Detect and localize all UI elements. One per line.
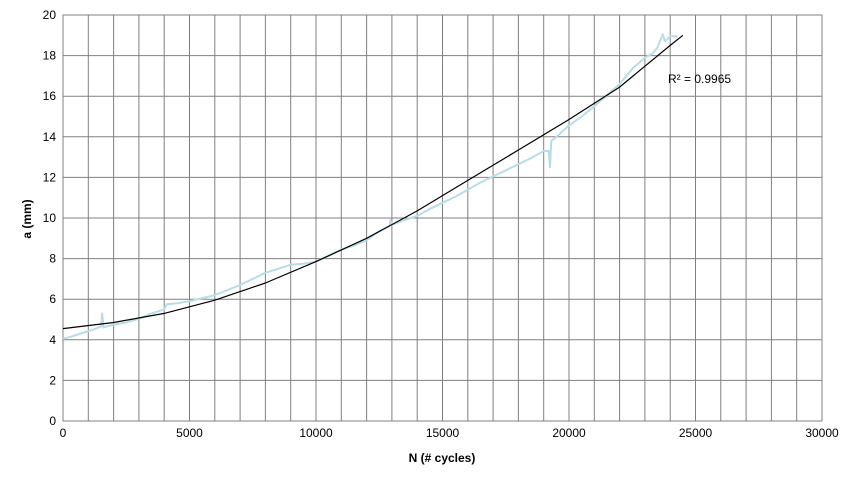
y-tick-label: 4 bbox=[49, 333, 56, 347]
data-series-measured bbox=[62, 33, 678, 340]
y-tick-label: 6 bbox=[49, 292, 56, 306]
y-tick-label: 14 bbox=[43, 130, 57, 144]
y-tick-label: 20 bbox=[43, 8, 57, 22]
grid bbox=[62, 14, 823, 422]
trendline bbox=[62, 34, 684, 330]
y-tick-label: 2 bbox=[49, 373, 56, 387]
y-tick-label: 18 bbox=[43, 49, 57, 63]
x-axis-title: N (# cycles) bbox=[409, 451, 476, 465]
y-axis-title: a (mm) bbox=[20, 199, 34, 238]
x-tick-label: 30000 bbox=[805, 426, 839, 440]
x-tick-label: 20000 bbox=[552, 426, 586, 440]
y-tick-label: 8 bbox=[49, 252, 56, 266]
trendline-curve bbox=[62, 34, 684, 330]
tick-labels: 0 5000 10000 15000 20000 25000 30000 0 2 4 6 8 10 12 1… bbox=[43, 8, 839, 440]
x-tick-label: 10000 bbox=[299, 426, 333, 440]
plot-frame bbox=[62, 14, 823, 422]
x-tick-label: 25000 bbox=[679, 426, 713, 440]
y-tick-label: 10 bbox=[43, 211, 57, 225]
measured-data-line bbox=[62, 33, 678, 340]
x-tick-label: 5000 bbox=[176, 426, 203, 440]
y-tick-label: 16 bbox=[43, 89, 57, 103]
x-tick-label: 0 bbox=[60, 426, 67, 440]
y-tick-label: 12 bbox=[43, 170, 57, 184]
y-tick-label: 0 bbox=[49, 414, 56, 428]
x-tick-label: 15000 bbox=[426, 426, 460, 440]
r-squared-annotation: R² = 0.9965 bbox=[668, 72, 731, 86]
